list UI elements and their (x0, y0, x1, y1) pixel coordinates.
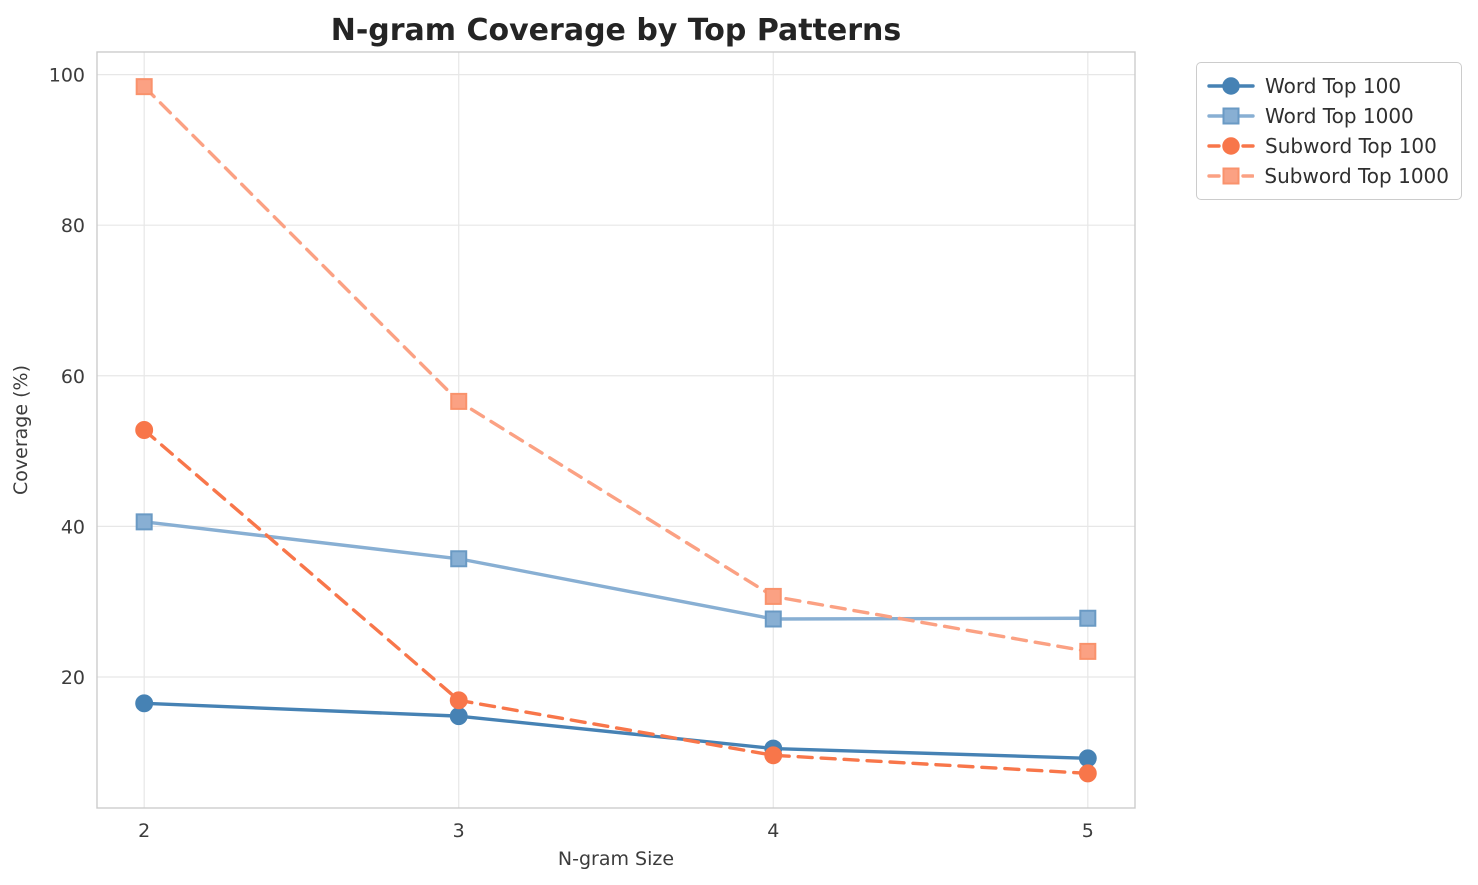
plot-border (96, 51, 1136, 809)
series-word-top-100 (135, 694, 1097, 768)
legend-item-word-top-1000: Word Top 1000 (1207, 102, 1449, 130)
legend-label: Subword Top 100 (1265, 134, 1437, 158)
y-tick-label-60: 60 (61, 366, 85, 388)
marker-subword-top-1000-x3 (450, 392, 468, 410)
series-subword-top-1000 (135, 78, 1097, 660)
legend-label: Word Top 100 (1265, 74, 1402, 98)
marker-subword-top-1000-x2 (135, 78, 153, 96)
axis-tick-labels: 20 40 60 80 100 2 3 4 5 (49, 65, 1094, 842)
legend-item-subword-top-100: Subword Top 100 (1207, 132, 1449, 160)
marker-subword-top-100-x2 (135, 421, 154, 439)
marker-word-top-1000-x4 (764, 610, 782, 628)
legend-item-subword-top-1000: Subword Top 1000 (1207, 162, 1449, 190)
marker-subword-top-100-x3 (449, 691, 468, 710)
chart-title: N-gram Coverage by Top Patterns (331, 13, 902, 48)
y-tick-label-100: 100 (49, 65, 85, 87)
marker-word-top-100-x2 (135, 694, 154, 713)
series-line-word-top-100 (142, 701, 1090, 761)
x-tick-label-2: 2 (138, 820, 150, 842)
legend-item-word-top-100: Word Top 100 (1207, 72, 1449, 100)
marker-word-top-100-x5 (1078, 749, 1097, 768)
legend-marker (1222, 167, 1240, 185)
legend-label: Subword Top 1000 (1264, 164, 1449, 188)
x-axis-label: N-gram Size (558, 848, 674, 870)
marker-subword-top-100-x4 (764, 746, 783, 765)
legend-marker (1222, 107, 1240, 125)
series-line-subword-top-1000 (142, 84, 1090, 654)
marker-subword-top-1000-x4 (764, 587, 782, 605)
circle-line-glyph-icon (1207, 137, 1255, 155)
circle-line-glyph-icon (1207, 77, 1255, 95)
marker-word-top-100-x3 (449, 707, 468, 726)
marker-subword-top-1000-x5 (1079, 642, 1097, 660)
x-tick-label-5: 5 (1082, 820, 1094, 842)
marker-word-top-1000-x2 (135, 513, 153, 531)
legend-marker (1222, 77, 1240, 95)
y-tick-label-80: 80 (61, 215, 85, 237)
square-line-glyph-icon (1207, 107, 1255, 125)
marker-word-top-1000-x3 (450, 550, 468, 568)
y-tick-label-40: 40 (61, 516, 85, 538)
x-tick-label-3: 3 (453, 820, 465, 842)
x-tick-label-4: 4 (767, 820, 779, 842)
y-axis-label: Coverage (%) (10, 365, 32, 495)
legend: Word Top 100 Word Top 1000 Subword Top 100… (1196, 62, 1462, 200)
series-group (135, 78, 1097, 783)
series-line-word-top-1000 (142, 520, 1090, 621)
series-subword-top-100 (135, 421, 1097, 783)
square-line-glyph-icon (1207, 167, 1255, 185)
legend-marker (1222, 137, 1240, 155)
series-line-subword-top-100 (142, 428, 1090, 776)
series-word-top-1000 (135, 513, 1097, 628)
marker-word-top-1000-x5 (1079, 609, 1097, 627)
marker-subword-top-100-x5 (1078, 764, 1097, 783)
y-tick-label-20: 20 (61, 667, 85, 689)
legend-label: Word Top 1000 (1265, 104, 1414, 128)
gridlines (97, 52, 1135, 808)
